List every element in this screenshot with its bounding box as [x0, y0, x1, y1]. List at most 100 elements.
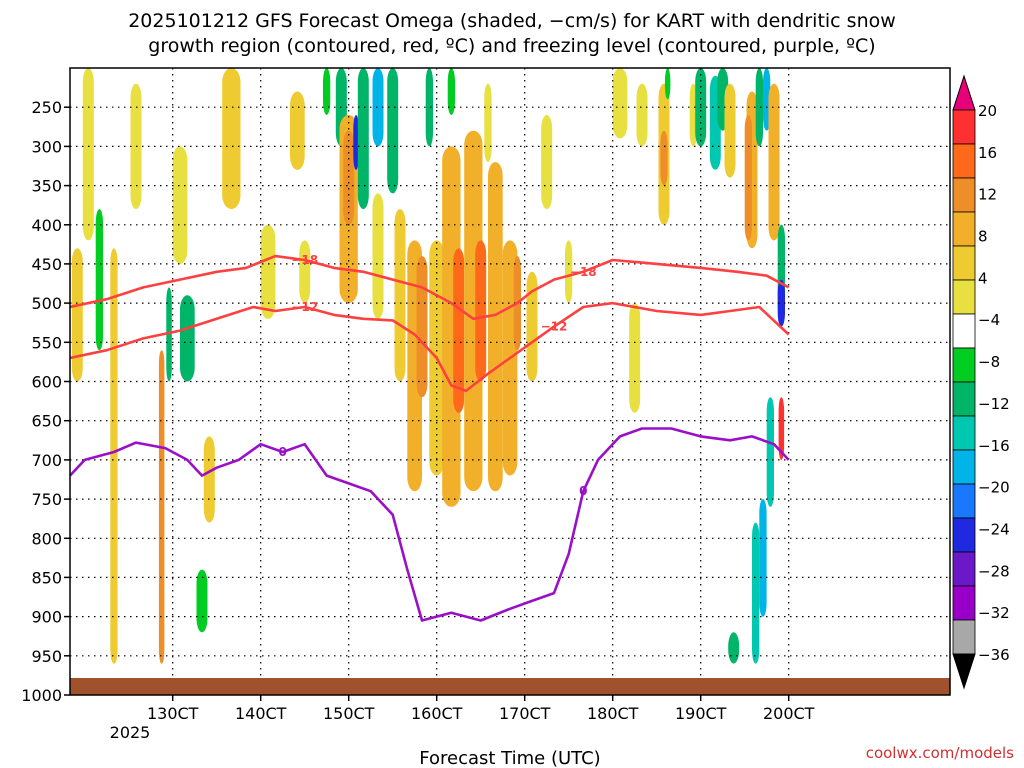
year-label: 2025 — [110, 723, 151, 742]
y-tick-label-900: 900 — [31, 608, 62, 627]
omega-cell-41 — [612, 68, 628, 139]
y-tick-label-1000: 1000 — [21, 686, 62, 705]
omega-cell-15 — [323, 68, 331, 115]
omega-cell-35 — [526, 271, 538, 382]
colorbar-label-10: −24 — [978, 521, 1010, 539]
omega-cell-30 — [464, 130, 483, 492]
colorbar-band-13 — [952, 551, 976, 587]
colorbar-label-3: 8 — [978, 228, 988, 246]
y-tick-label-600: 600 — [31, 373, 62, 392]
colorbar-band-5 — [952, 279, 976, 315]
colorbar-label-8: −16 — [978, 437, 1010, 455]
colorbar-label-11: −28 — [978, 562, 1010, 580]
omega-cell-29 — [453, 248, 465, 413]
freezing-contour-label-0-0: 0 — [279, 445, 287, 459]
omega-cell-42 — [629, 303, 641, 413]
omega-cell-23 — [372, 193, 384, 319]
omega-cell-47 — [689, 83, 697, 147]
omega-cell-31 — [475, 240, 487, 382]
omega-cell-7 — [82, 68, 94, 241]
colorbar-label-6: −8 — [978, 353, 1000, 371]
colorbar-band-14 — [952, 585, 976, 621]
freezing-contour-0 — [70, 427, 790, 622]
chart-title-line-1: 2025101212 GFS Forecast Omega (shaded, −… — [128, 10, 896, 32]
colorbar-band-4 — [952, 245, 976, 281]
omega-cell-28 — [442, 146, 461, 507]
omega-cell-53 — [744, 115, 752, 241]
omega-cell-45 — [660, 130, 668, 186]
omega-cell-36 — [425, 68, 433, 147]
omega-cell-18 — [343, 130, 355, 225]
omega-cell-21 — [372, 68, 384, 147]
colorbar-band-3 — [952, 211, 976, 247]
colorbar-label-1: 16 — [978, 144, 997, 162]
omega-cell-2 — [95, 209, 103, 351]
omega-cell-56 — [768, 83, 780, 241]
terrain-surface — [70, 678, 950, 695]
dendritic-contour-label-0-0: −18 — [291, 253, 318, 267]
colorbar-top-arrow — [952, 74, 976, 111]
x-tick-label-150CT: 150CT — [323, 704, 375, 723]
omega-cell-5 — [180, 295, 195, 382]
y-tick-label-850: 850 — [31, 568, 62, 587]
y-tick-label-550: 550 — [31, 333, 62, 352]
omega-cell-38 — [484, 83, 492, 163]
y-tick-label-450: 450 — [31, 255, 62, 274]
omega-cell-12 — [260, 224, 276, 319]
y-tick-label-750: 750 — [31, 490, 62, 509]
dendritic-contour-1 — [70, 301, 790, 393]
omega-cell-11 — [203, 436, 215, 523]
omega-cell-24 — [394, 209, 406, 382]
omega-cell-32 — [488, 162, 503, 492]
colorbar-label-12: −32 — [978, 604, 1010, 622]
omega-cell-61 — [752, 522, 760, 664]
y-axis: 250 300 350 400 450 500 550 600 650 700 750 800 850 9… — [21, 98, 70, 705]
x-tick-label-130CT: 130CT — [147, 704, 199, 723]
omega-cell-3 — [158, 350, 165, 664]
omega-cell-22 — [387, 68, 399, 194]
y-tick-label-500: 500 — [31, 294, 62, 313]
omega-cell-19 — [353, 115, 359, 170]
omega-cell-1 — [110, 248, 118, 664]
x-tick-label-200CT: 200CT — [763, 704, 815, 723]
omega-cell-46 — [664, 68, 671, 100]
y-tick-label-700: 700 — [31, 451, 62, 470]
colorbar-label-9: −20 — [978, 479, 1010, 497]
x-tick-label-190CT: 190CT — [675, 704, 727, 723]
omega-cell-9 — [172, 146, 188, 264]
plot-area: −18 −18 −12 −12 0 0 — [70, 68, 950, 695]
colorbar-band-11 — [952, 483, 976, 519]
omega-cell-43 — [636, 83, 648, 147]
colorbar-band-12 — [952, 517, 976, 553]
y-tick-label-250: 250 — [31, 98, 62, 117]
colorbar-band-15 — [952, 619, 976, 655]
y-tick-label-350: 350 — [31, 177, 62, 196]
colorbar-band-2 — [952, 177, 976, 213]
y-tick-label-300: 300 — [31, 137, 62, 156]
dendritic-contour-label-1-0: −12 — [291, 300, 318, 314]
dendritic-contour-label-1-1: −12 — [541, 320, 568, 334]
omega-cell-26 — [416, 256, 428, 398]
chart-title-line-2: growth region (contoured, red, ºC) and f… — [148, 35, 875, 57]
grid-lines — [70, 68, 950, 695]
omega-cell-40 — [565, 240, 573, 304]
credit-text: coolwx.com/models — [866, 744, 1014, 762]
omega-cell-4 — [166, 287, 172, 382]
x-tick-label-180CT: 180CT — [587, 704, 639, 723]
colorbar: 20 16 12 8 4 −4 −8 −12 −16 −20 −24 −28 −32 −36 — [952, 74, 1010, 690]
omega-shading — [71, 68, 785, 664]
x-axis: 130CT 140CT 150CT 160CT 170CT 180CT 190CT 200CT — [147, 695, 815, 723]
y-tick-label-950: 950 — [31, 647, 62, 666]
dendritic-contour-0 — [70, 254, 790, 321]
omega-cell-14 — [299, 240, 311, 304]
x-tick-label-160CT: 160CT — [411, 704, 463, 723]
dendritic-contour-label-0-1: −18 — [570, 265, 597, 279]
omega-cell-54 — [755, 68, 763, 147]
omega-cell-13 — [290, 91, 305, 170]
x-tick-label-170CT: 170CT — [499, 704, 551, 723]
colorbar-label-2: 12 — [978, 186, 997, 204]
x-axis-title: Forecast Time (UTC) — [419, 748, 600, 768]
y-tick-label-800: 800 — [31, 529, 62, 548]
colorbar-band-6 — [952, 313, 976, 349]
